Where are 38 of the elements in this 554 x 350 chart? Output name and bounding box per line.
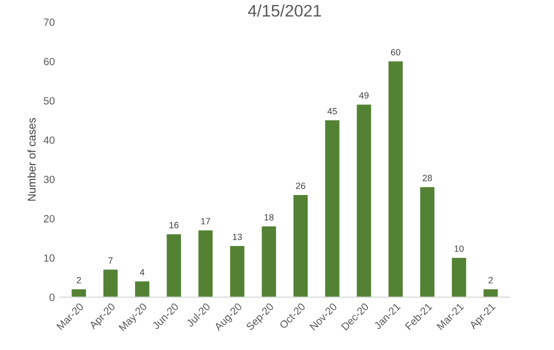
data-label: 18: [264, 214, 274, 220]
y-tick-label: 50: [44, 97, 55, 105]
bar: [198, 230, 213, 298]
bar: [388, 61, 403, 298]
chart-title: 4/15/2021: [248, 4, 322, 17]
bar: [72, 289, 86, 298]
bar: [230, 246, 244, 298]
data-label: 26: [296, 182, 306, 190]
y-tick-label: 0: [50, 294, 55, 302]
bar: [356, 104, 372, 298]
bar: [166, 234, 182, 298]
data-label: 49: [359, 92, 369, 99]
data-label: 2: [488, 276, 493, 284]
data-label: 16: [170, 222, 178, 228]
data-label: 28: [422, 174, 432, 182]
bar: [325, 120, 340, 298]
bar: [135, 281, 150, 298]
bar: [293, 194, 308, 298]
y-axis-title: Number of cases: [27, 118, 36, 201]
bar: [420, 187, 434, 298]
bar: [452, 258, 466, 298]
bar: [262, 226, 276, 298]
y-tick-label: 70: [44, 18, 55, 26]
data-label: 7: [108, 257, 113, 264]
data-label: 13: [232, 234, 242, 240]
bar: [484, 289, 498, 298]
y-tick-label: 60: [44, 58, 55, 66]
y-tick-label: 30: [44, 176, 55, 184]
bar: [103, 270, 118, 298]
data-label: 60: [391, 49, 400, 56]
data-label: 17: [201, 218, 210, 224]
y-tick-label: 10: [44, 254, 55, 262]
data-label: 4: [140, 269, 144, 276]
data-label: 10: [454, 246, 464, 252]
data-label: 2: [76, 276, 81, 284]
y-tick-label: 20: [44, 215, 55, 222]
data-label: 45: [327, 108, 337, 114]
y-tick-label: 40: [44, 136, 55, 144]
